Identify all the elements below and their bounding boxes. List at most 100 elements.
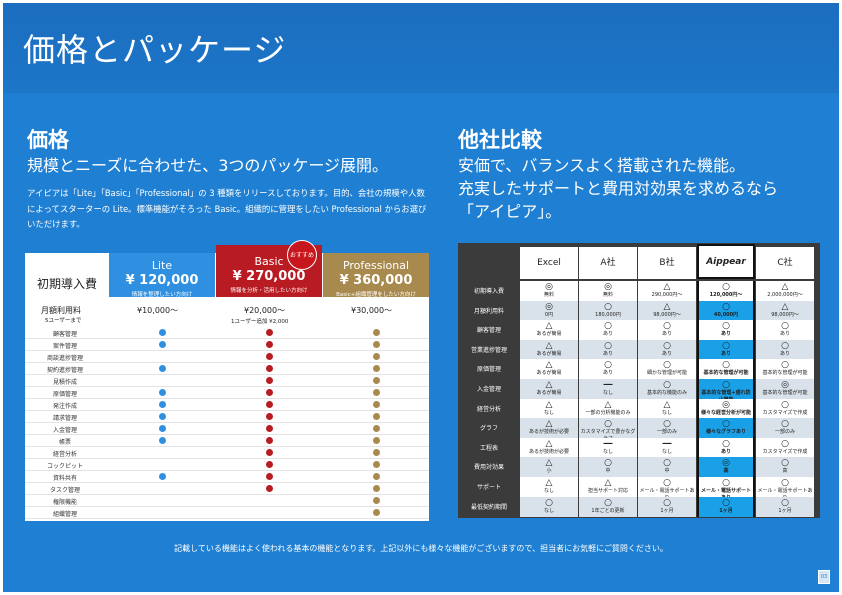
feature-row: 見積作成 <box>25 375 429 387</box>
feature-row: 請求管理 <box>25 411 429 423</box>
comparison-row-label: 工程表 <box>461 437 517 459</box>
feature-basic-dot <box>266 449 273 456</box>
feature-pro-dot <box>373 377 380 384</box>
comparison-col-2: B社 <box>638 247 696 279</box>
comparison-cell: ○ 基本的な機能のみ <box>638 379 696 399</box>
comparison-cell: ― なし <box>638 437 696 458</box>
rating-note: あり <box>661 350 672 357</box>
feature-label: 契約進捗管理 <box>46 367 83 374</box>
feature-lite-dot <box>159 437 166 444</box>
rating-symbol: △ <box>604 478 612 488</box>
plan-pro-initial: ¥ 360,000 <box>339 273 413 288</box>
plan-basic-initial: ¥ 270,000 <box>232 269 306 284</box>
rating-symbol: ◎ <box>604 282 612 292</box>
rating-note: 98,000円～ <box>771 311 799 318</box>
rating-symbol: ○ <box>781 340 789 351</box>
feature-lite-dot <box>159 341 166 348</box>
page-title: 価格とパッケージ <box>23 31 287 69</box>
rating-note: 中 <box>664 468 670 475</box>
feature-basic-dot <box>266 389 273 396</box>
comparison-cell: ◎ 基本的な管理が可能 <box>756 379 814 399</box>
feature-row: 発注作成 <box>25 399 429 411</box>
feature-pro-dot <box>373 389 380 396</box>
rating-note: あり <box>602 350 613 357</box>
rating-symbol: ○ <box>722 380 730 390</box>
rating-symbol: ○ <box>722 321 730 332</box>
rating-symbol: ○ <box>663 458 671 469</box>
pricing-description: アイピアは「Lite」「Basic」「Professional」の 3 種類をリ… <box>27 188 427 229</box>
rating-symbol: ○ <box>722 282 730 292</box>
rating-symbol: ○ <box>663 380 671 390</box>
title-bar: 価格とパッケージ <box>3 3 839 93</box>
rating-symbol: ○ <box>781 419 789 430</box>
rating-note: カスタマイズで作成 <box>762 409 808 416</box>
rating-note: 担当サポート対応 <box>587 488 628 494</box>
rating-note: 高 <box>723 468 729 475</box>
comparison-cell: ○ 1ヶ月 <box>638 496 696 517</box>
comparison-cell: ○ あり <box>579 359 637 380</box>
feature-pro-dot <box>373 401 380 408</box>
comparison-row-label: 費用対効果 <box>461 457 517 479</box>
rating-symbol: ○ <box>604 419 612 430</box>
comparison-cell: ◎ 様々な経営分析が可能 <box>697 398 755 419</box>
feature-basic-dot <box>266 437 273 444</box>
feature-label: 見積作成 <box>52 379 77 386</box>
rating-symbol: ○ <box>722 340 730 351</box>
rating-symbol: △ <box>545 321 553 332</box>
rating-symbol: △ <box>663 301 671 312</box>
feature-basic-dot <box>266 401 273 408</box>
rating-note: カスタマイズで作成 <box>762 448 808 455</box>
feature-row: 顧客管理 <box>25 327 429 339</box>
rating-note: なし <box>543 488 554 494</box>
comparison-row-label: 顧客管理 <box>461 320 517 342</box>
comparison-row-label: 最低契約期間 <box>461 496 517 518</box>
comparison-cell: △ あるが簡易 <box>520 379 578 399</box>
rating-note: あり <box>720 448 731 455</box>
comparison-cell: △ あるが簡易 <box>520 320 578 341</box>
rating-symbol: ○ <box>663 497 671 508</box>
rating-note: 1ヶ月 <box>778 507 792 514</box>
comparison-cell: ○カスタマイズで豊かなグラフ <box>579 418 637 442</box>
rating-note: あるが技術が必要 <box>528 448 569 455</box>
comparison-cell: ○ カスタマイズで作成 <box>756 398 814 419</box>
comparison-col-0: Excel <box>520 247 578 279</box>
rating-symbol: ○ <box>722 497 730 508</box>
feature-basic-dot <box>266 353 273 360</box>
rating-symbol: △ <box>545 419 553 430</box>
comparison-cell: ○ 中 <box>638 457 696 478</box>
plan-pro-monthly: ¥30,000～ <box>351 306 393 315</box>
rating-note: あるが簡易 <box>536 390 562 396</box>
rating-note: 無料 <box>602 292 613 298</box>
rating-symbol: ○ <box>663 419 671 430</box>
rating-symbol: ○ <box>722 301 730 312</box>
rating-symbol: ○ <box>663 360 671 371</box>
comparison-cell: △ なし <box>520 398 578 419</box>
rating-symbol: ○ <box>604 458 612 469</box>
feature-row: 帳票 <box>25 435 429 447</box>
comparison-cell: △ 小 <box>520 457 578 478</box>
comparison-cell: △ 担当サポート対応 <box>579 477 637 497</box>
feature-basic-dot <box>266 341 273 348</box>
comparison-cell: ○ あり <box>697 437 755 458</box>
comparison-cell: ― なし <box>579 379 637 399</box>
comparison-cell: ○ 一部のみ <box>638 418 696 439</box>
rating-symbol: ○ <box>722 419 730 430</box>
rating-note: 一部のみ <box>774 429 795 436</box>
feature-pro-dot <box>373 509 380 516</box>
comparison-cell: △ 98,000円～ <box>638 300 696 321</box>
comparison-cell: ◎ 高 <box>697 457 755 478</box>
rating-note: 小 <box>546 468 552 475</box>
rating-note: 1ヶ月 <box>719 507 733 514</box>
rating-note: 様々な経営分析が可能 <box>700 409 751 416</box>
comparison-row-label: 月額利用料 <box>461 300 517 322</box>
rating-note: あるが技術が必要 <box>528 429 569 436</box>
feature-row: コックピット <box>25 459 429 471</box>
feature-basic-dot <box>266 413 273 420</box>
rating-note: あり <box>720 331 731 338</box>
comparison-cell: ○メール・電話サポートあり <box>638 477 696 501</box>
comparison-cell: △ 一部の分析機能のみ <box>579 398 637 419</box>
feature-lite-dot <box>159 365 166 372</box>
feature-label: コックピット <box>46 463 83 470</box>
feature-row: 商談進捗管理 <box>25 351 429 363</box>
feature-label: 資料共有 <box>52 475 77 482</box>
